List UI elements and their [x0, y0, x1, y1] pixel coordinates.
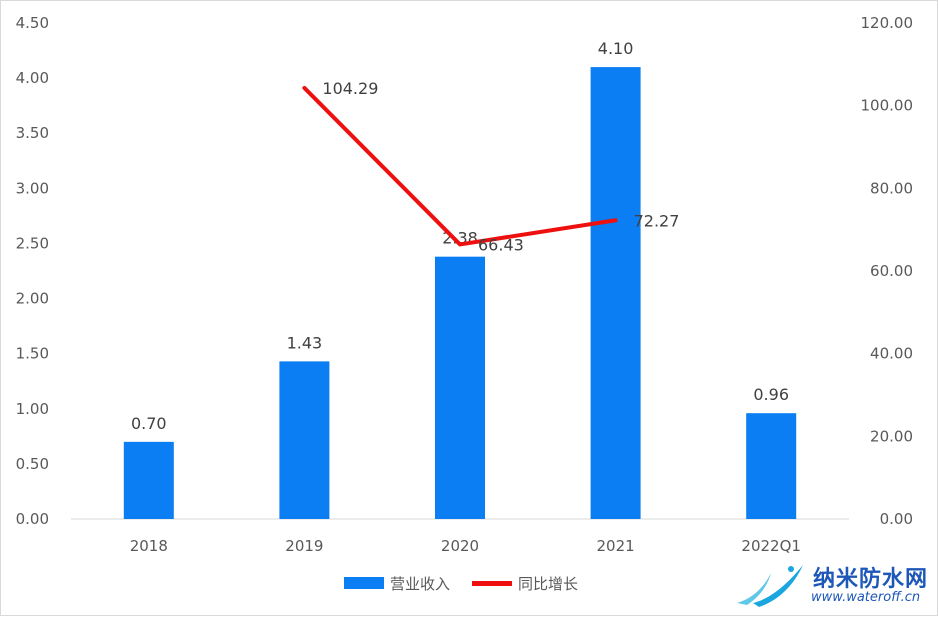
- x-tick-label: 2018: [130, 537, 168, 555]
- water-wave-icon: [737, 565, 803, 607]
- y-left-tick-label: 3.00: [16, 179, 49, 197]
- y-right-tick-label: 20.00: [870, 427, 913, 445]
- legend-swatch-growth: [472, 580, 513, 586]
- y-left-tick-label: 2.50: [16, 234, 49, 252]
- legend: 营业收入 同比增长: [344, 573, 600, 593]
- x-tick-label: 2020: [441, 537, 479, 555]
- y-left-tick-label: 2.00: [16, 290, 49, 308]
- bar-data-label: 1.43: [287, 333, 323, 352]
- y-right-tick-label: 60.00: [870, 262, 913, 280]
- x-tick-label: 2022Q1: [741, 537, 801, 555]
- y-right-tick-label: 0.00: [880, 510, 913, 528]
- watermark: 纳米防水网 www.wateroff.cn: [733, 559, 933, 611]
- bar: [123, 441, 174, 519]
- x-tick-label: 2021: [597, 537, 635, 555]
- bar-data-label: 0.70: [131, 414, 167, 433]
- y-left-tick-label: 0.00: [16, 510, 49, 528]
- line-data-label: 104.29: [322, 79, 378, 98]
- y-left-tick-label: 4.50: [16, 14, 49, 32]
- bar: [746, 413, 797, 519]
- legend-label-revenue: 营业收入: [390, 574, 451, 593]
- y-left-tick-label: 4.00: [16, 69, 49, 87]
- y-left-tick-label: 3.50: [16, 124, 49, 142]
- y-left-tick-label: 0.50: [16, 455, 49, 473]
- y-left-tick-label: 1.00: [16, 400, 49, 418]
- legend-item-revenue: 营业收入: [344, 573, 450, 594]
- growth-line: [302, 85, 618, 247]
- y-left-tick-label: 1.50: [16, 345, 49, 363]
- watermark-url: www.wateroff.cn: [811, 590, 921, 605]
- y-right-tick-label: 80.00: [870, 179, 913, 197]
- y-right-tick-label: 40.00: [870, 345, 913, 363]
- line-data-label: 66.43: [478, 235, 524, 254]
- watermark-name: 纳米防水网: [813, 567, 929, 592]
- bar: [435, 256, 485, 519]
- x-tick-label: 2019: [285, 537, 323, 555]
- line-data-label: 72.27: [634, 211, 680, 230]
- bar-data-label: 4.10: [598, 39, 634, 58]
- legend-swatch-revenue: [344, 577, 384, 589]
- y-right-tick-label: 120.00: [861, 14, 914, 32]
- legend-item-growth: 同比增长: [472, 573, 578, 594]
- bar: [279, 361, 330, 519]
- legend-label-growth: 同比增长: [518, 574, 579, 593]
- bar: [590, 67, 641, 519]
- y-right-tick-label: 100.00: [861, 97, 914, 115]
- bar-data-label: 0.96: [753, 385, 789, 404]
